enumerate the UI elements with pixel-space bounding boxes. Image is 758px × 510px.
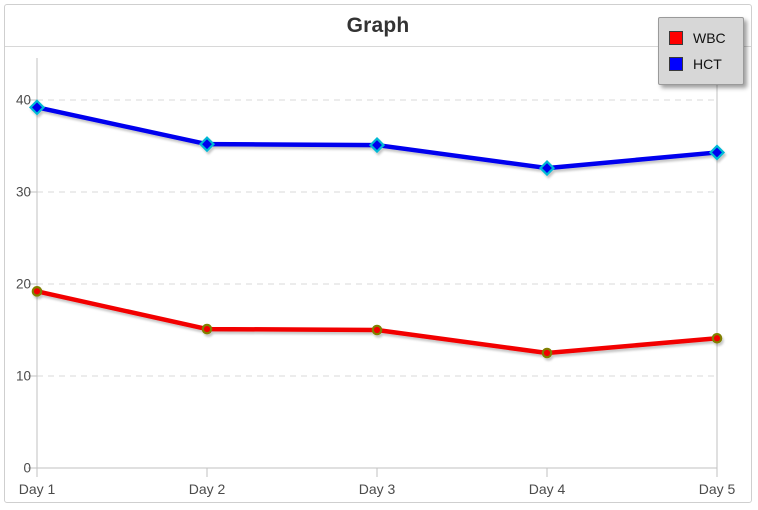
marker-hct-1 [198, 136, 216, 153]
legend-item-hct: HCT [669, 51, 743, 77]
hct-swatch-icon [669, 57, 683, 71]
title-bar: Graph [5, 5, 751, 47]
marker-wbc-3 [541, 347, 553, 359]
x-tick-label: Day 1 [19, 481, 56, 497]
y-tick-label: 40 [16, 93, 31, 108]
wbc-swatch-icon [669, 31, 683, 45]
chart-title: Graph [346, 13, 410, 37]
marker-wbc-4 [711, 332, 723, 344]
x-tick-label: Day 3 [359, 481, 396, 497]
legend-label-wbc: WBC [693, 30, 726, 46]
legend-item-wbc: WBC [669, 25, 743, 51]
legend-label-hct: HCT [693, 56, 722, 72]
series-group-hct [28, 99, 726, 177]
marker-hct-0 [28, 99, 46, 116]
y-tick-label: 20 [16, 277, 31, 292]
marker-wbc-1 [201, 323, 213, 335]
marker-wbc-2 [371, 324, 383, 336]
x-tick-label: Day 2 [189, 481, 226, 497]
series-line-wbc [34, 289, 720, 356]
legend: WBC HCT [658, 17, 744, 85]
marker-wbc-0 [31, 286, 43, 297]
y-tick-label: 30 [16, 185, 31, 200]
marker-hct-2 [368, 137, 386, 154]
chart-frame [4, 4, 752, 503]
y-tick-label: 0 [23, 461, 31, 476]
y-tick-label: 10 [16, 369, 31, 384]
x-tick-label: Day 5 [699, 481, 736, 497]
marker-hct-3 [538, 160, 556, 177]
series-group-wbc [31, 286, 723, 359]
marker-hct-4 [708, 144, 726, 161]
x-tick-label: Day 4 [529, 481, 566, 497]
